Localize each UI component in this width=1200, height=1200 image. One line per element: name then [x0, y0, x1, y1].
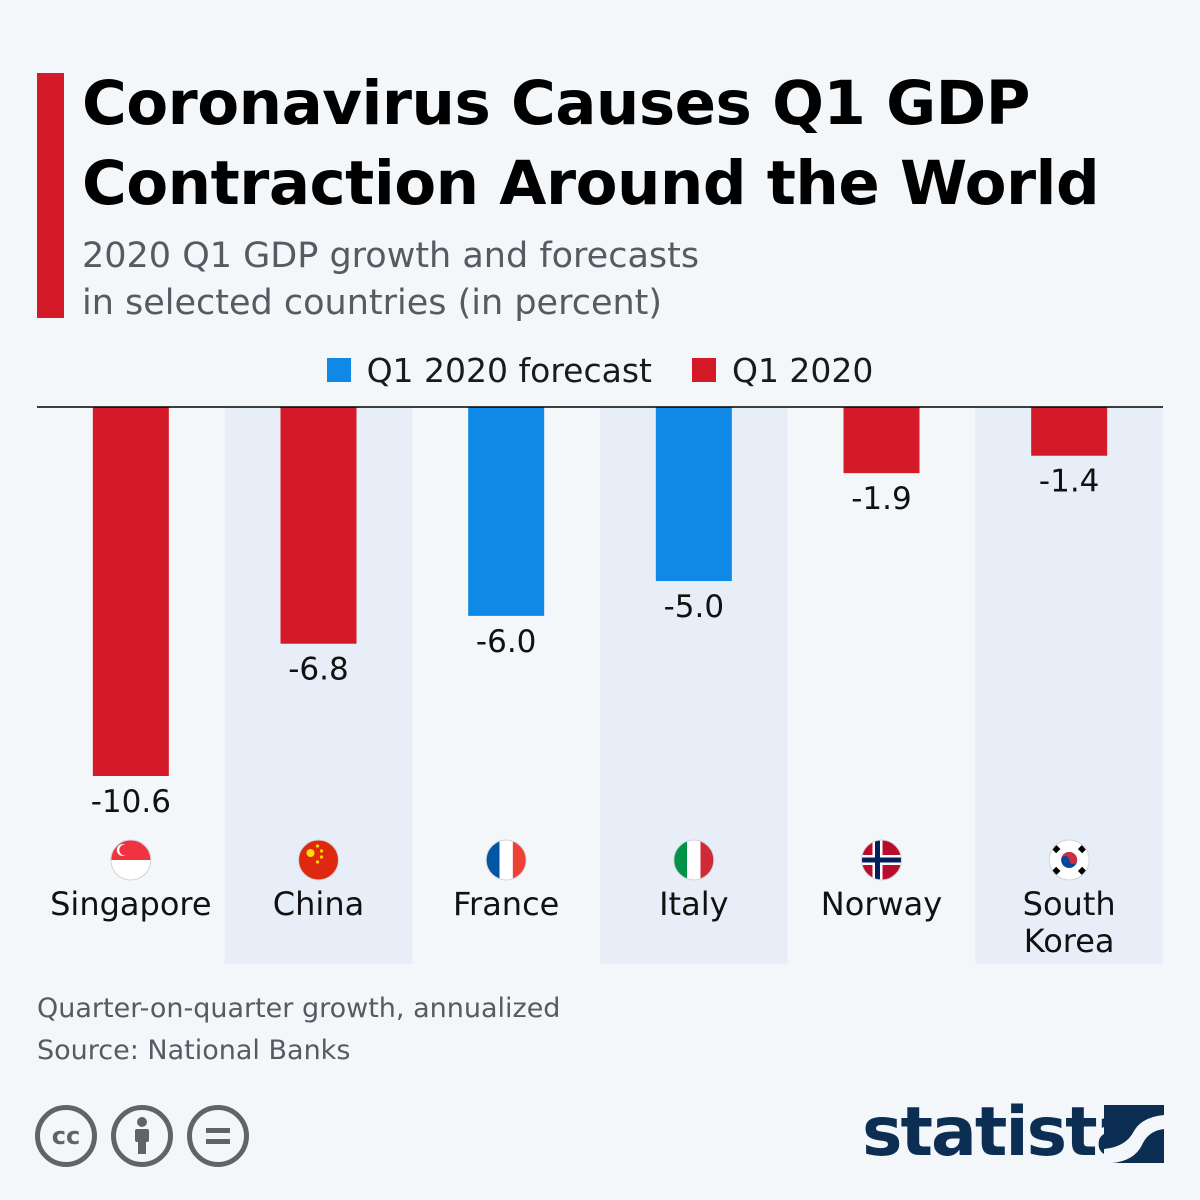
category-label: Korea [1024, 922, 1115, 960]
category-label: France [453, 885, 559, 923]
legend-label-forecast: Q1 2020 forecast [366, 350, 652, 390]
category-label: South [1023, 885, 1116, 923]
china-flag-icon [298, 839, 339, 881]
footnote: Quarter-on-quarter growth, annualized So… [37, 988, 560, 1072]
category-label: Italy [659, 885, 728, 923]
attribution-figure-icon [135, 1117, 149, 1154]
cc-icon[interactable]: cc [35, 1105, 97, 1167]
legend-item-forecast: Q1 2020 forecast [326, 350, 652, 390]
france-flag-icon [485, 839, 527, 881]
data-label: -1.9 [851, 481, 912, 517]
bar-france [468, 407, 545, 616]
subtitle-line-2: in selected countries (in percent) [82, 283, 663, 323]
category-label: Singapore [50, 885, 211, 923]
equals-sign-icon [206, 1128, 230, 1144]
bar-china [280, 407, 357, 644]
data-label: -5.0 [664, 589, 725, 625]
singapore-flag-icon [110, 839, 152, 881]
statista-logo-icon [1104, 1105, 1164, 1163]
brand-wordmark[interactable]: statista [862, 1093, 1142, 1172]
legend-swatch-actual [691, 358, 716, 382]
title-accent-bar [37, 73, 64, 318]
legend-swatch-forecast [326, 358, 351, 382]
attribution-icon[interactable] [111, 1105, 173, 1167]
category-label: China [273, 885, 364, 923]
legend-label-actual: Q1 2020 [731, 350, 874, 390]
italy-flag-icon [673, 839, 715, 881]
footnote-source: Source: National Banks [37, 1035, 351, 1066]
bar-chart: -10.6 Singapore -6.8 China -6.0 France -5.0 Ita… [37, 406, 1163, 964]
data-label: -10.6 [91, 784, 171, 820]
license-icons: cc [35, 1105, 249, 1167]
footnote-growth: Quarter-on-quarter growth, annualized [37, 993, 561, 1024]
data-label: -1.4 [1039, 464, 1100, 500]
data-label: -6.0 [476, 624, 537, 660]
south-korea-flag-icon [1048, 839, 1090, 881]
bar-singapore [92, 407, 169, 776]
subtitle-line-1: 2020 Q1 GDP growth and forecasts [82, 236, 700, 276]
data-label: -6.8 [288, 652, 349, 688]
page-title: Coronavirus Causes Q1 GDP Contraction Ar… [82, 68, 1100, 219]
legend: Q1 2020 forecast Q1 2020 [0, 348, 1200, 392]
norway-flag-icon [861, 839, 902, 881]
no-derivatives-icon[interactable] [187, 1105, 249, 1167]
bar-south-korea [1031, 407, 1108, 456]
bar-norway [843, 407, 920, 474]
subtitle: 2020 Q1 GDP growth and forecasts in sele… [82, 233, 982, 327]
bar-italy [655, 407, 732, 582]
category-label: Norway [821, 885, 942, 923]
legend-item-actual: Q1 2020 [691, 350, 874, 390]
